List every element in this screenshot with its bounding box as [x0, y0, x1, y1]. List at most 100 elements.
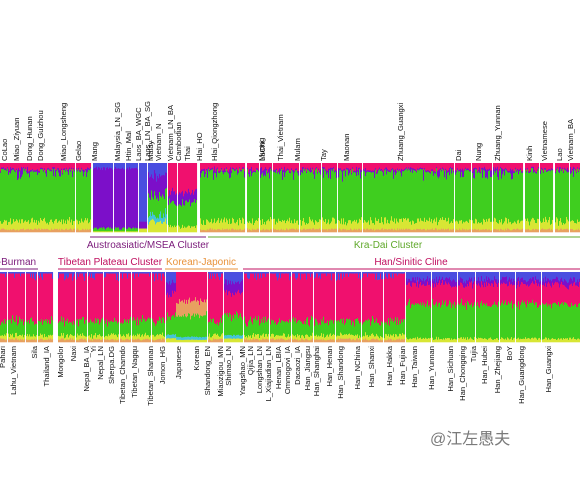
bottom-bar-segment: [325, 337, 327, 341]
top-bar-segment: [304, 163, 306, 170]
bottom-bar-segment: [362, 277, 364, 325]
top-bar-segment: [202, 229, 204, 233]
top-bar-segment: [359, 163, 361, 168]
bottom-bar-segment: [79, 335, 81, 340]
top-bar-segment: [265, 167, 267, 177]
bottom-bar-segment: [90, 319, 92, 338]
top-bar-segment: [160, 220, 162, 233]
top-bar-segment: [164, 199, 166, 218]
top-bar-segment: [114, 231, 116, 233]
top-bar-segment: [314, 163, 316, 171]
bottom-bar-segment: [433, 287, 435, 305]
bottom-bar-segment: [132, 338, 134, 343]
bottom-bar-segment: [175, 282, 177, 293]
top-bar-segment: [365, 163, 367, 169]
top-bar-segment: [281, 169, 283, 223]
bottom-bar-segment: [477, 280, 479, 286]
bottom-bar-segment: [71, 272, 73, 274]
top-bar-segment: [109, 163, 111, 168]
top-bar-segment: [136, 231, 138, 233]
top-bar-segment: [460, 229, 462, 233]
bottom-bar-segment: [476, 272, 478, 282]
bottom-bar-segment: [271, 272, 273, 274]
bottom-bar-segment: [282, 338, 284, 343]
bottom-bar-segment: [110, 321, 112, 336]
bottom-bar-segment: [61, 316, 63, 334]
bottom-bar-segment: [352, 320, 354, 336]
top-bar-segment: [303, 163, 305, 168]
top-bar-segment: [253, 172, 255, 226]
bottom-bar-segment: [24, 321, 26, 336]
bottom-bar-segment: [273, 272, 275, 274]
top-bar-segment: [531, 168, 533, 220]
top-bar-segment: [508, 218, 510, 230]
bottom-bar-segment: [126, 273, 128, 323]
bottom-bar-segment: [464, 338, 466, 343]
bottom-bar-segment: [411, 304, 413, 340]
top-bar-segment: [542, 170, 544, 223]
bottom-bar-segment: [241, 293, 243, 318]
bottom-bar-segment: [453, 305, 455, 340]
top-bar-segment: [461, 219, 463, 231]
top-bar-segment: [366, 222, 368, 230]
bottom-bar-segment: [61, 333, 63, 339]
top-bar-segment: [363, 170, 365, 224]
bottom-bar-segment: [294, 336, 296, 340]
top-bar-segment: [228, 223, 230, 231]
bottom-bar-segment: [77, 318, 79, 334]
bottom-bar-segment: [28, 336, 30, 340]
bottom-bar-segment: [9, 272, 11, 274]
top-bar-segment: [270, 216, 272, 230]
bottom-bar-segment: [349, 273, 351, 320]
top-bar-segment: [27, 229, 29, 233]
bottom-bar-segment: [297, 321, 299, 335]
top-bar-segment: [36, 229, 38, 233]
bottom-bar-segment: [369, 272, 371, 274]
top-bar-segment: [544, 229, 546, 233]
bottom-bar-segment: [222, 272, 224, 274]
bottom-bar-segment: [198, 337, 200, 341]
top-bar-segment: [179, 163, 181, 193]
bottom-bar-segment: [67, 272, 69, 279]
top-bar-segment: [340, 168, 342, 171]
top-bar-segment: [484, 163, 486, 168]
bottom-bar-segment: [241, 272, 243, 282]
bottom-bar-segment: [358, 272, 360, 279]
bottom-bar-segment: [64, 272, 66, 281]
bottom-bar-segment: [257, 319, 259, 335]
bottom-bar-segment: [107, 338, 109, 343]
top-bar-segment: [540, 174, 542, 222]
top-bar-segment: [61, 163, 63, 169]
bottom-bar-segment: [416, 286, 418, 305]
top-bar-segment: [180, 228, 182, 233]
top-bar-segment: [399, 163, 401, 170]
top-bar-segment: [107, 227, 109, 232]
top-bar-segment: [18, 222, 20, 231]
top-bar-segment: [377, 170, 379, 174]
bottom-bar-segment: [406, 272, 408, 279]
top-bar-segment: [21, 166, 23, 178]
top-bar-segment: [566, 228, 568, 233]
bottom-bar-segment: [289, 319, 291, 338]
top-bar-segment: [393, 230, 395, 233]
top-bar-segment: [31, 218, 33, 230]
bottom-bar-segment: [230, 292, 232, 315]
bottom-bar-segment: [24, 273, 26, 323]
top-bar-segment: [319, 170, 321, 173]
bottom-bar-segment: [300, 279, 302, 322]
top-bar-segment: [577, 168, 579, 220]
top-bar-segment: [201, 173, 203, 225]
top-bar-segment: [387, 219, 389, 231]
top-bar-segment: [90, 168, 92, 220]
bottom-bar-segment: [450, 279, 452, 287]
bottom-bar-segment: [1, 272, 3, 274]
bottom-bar-segment: [27, 273, 29, 323]
bottom-bar-segment: [173, 314, 175, 335]
bottom-bar-segment: [153, 334, 155, 341]
bottom-bar-segment: [404, 272, 406, 274]
top-bar-segment: [457, 229, 459, 233]
bottom-bar-segment: [240, 335, 242, 340]
bottom-bar-segment: [194, 300, 196, 318]
top-bar-segment: [571, 171, 573, 174]
bottom-bar-segment: [277, 272, 279, 281]
